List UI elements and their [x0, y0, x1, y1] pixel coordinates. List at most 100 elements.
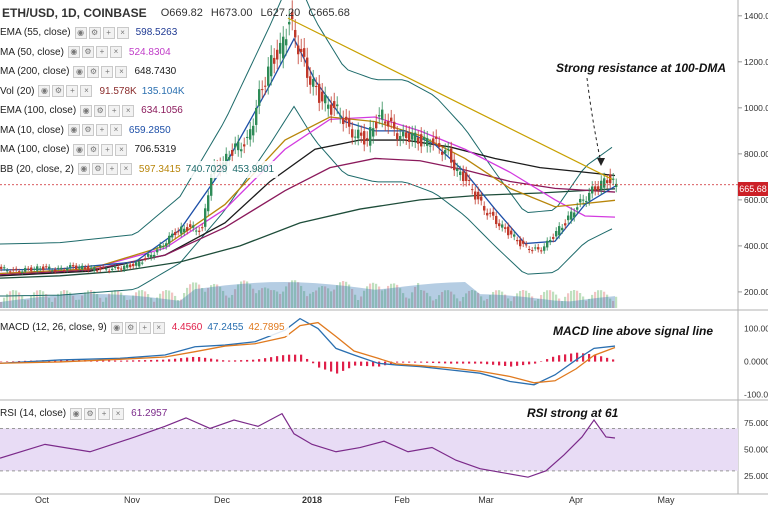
volume-bar [432, 300, 435, 308]
volume-bar [438, 295, 441, 308]
macd-histogram-value: 4.4560 [171, 322, 203, 333]
close-icon[interactable]: × [109, 46, 122, 58]
indicator-row[interactable]: BB (20, close, 2) ◉ ⚙ + × 597.3415 740.7029 453… [0, 160, 279, 178]
candle-body [138, 261, 141, 267]
settings-icon[interactable]: ⚙ [87, 65, 100, 78]
settings-icon[interactable]: ⚙ [52, 85, 65, 97]
volume-bar [465, 293, 468, 308]
volume-bar [534, 300, 537, 308]
candle-body [588, 192, 591, 201]
volume-bar [198, 284, 201, 308]
symbol-title[interactable]: ETH/USD, 1D, COINBASE [2, 6, 147, 20]
add-icon[interactable]: + [98, 407, 111, 420]
volume-bar [3, 297, 6, 308]
eye-icon[interactable]: ◉ [73, 65, 86, 78]
x-tick-label: Apr [569, 495, 583, 505]
add-icon[interactable]: + [95, 124, 108, 136]
settings-icon[interactable]: ⚙ [91, 163, 104, 175]
candle-body [549, 239, 552, 242]
macd-histogram-bar [372, 361, 375, 367]
add-icon[interactable]: + [102, 26, 115, 39]
eye-icon[interactable]: ◉ [80, 104, 93, 117]
volume-bar [123, 295, 126, 308]
volume-bar [420, 290, 423, 308]
volume-bar [33, 292, 36, 308]
eye-icon[interactable]: ◉ [38, 85, 51, 97]
close-icon[interactable]: × [115, 65, 128, 78]
macd-legend[interactable]: MACD (12, 26, close, 9) ◉ ⚙ + × 4.4560 4… [0, 319, 289, 336]
volume-bar [567, 293, 570, 308]
indicator-row[interactable]: MA (10, close) ◉ ⚙ + × 659.2850 [0, 121, 175, 139]
indicator-row[interactable]: MA (100, close) ◉ ⚙ + × 706.5319 [0, 141, 181, 158]
candle-body [498, 223, 501, 227]
indicator-row[interactable]: EMA (100, close) ◉ ⚙ + × 634.1056 [0, 102, 187, 119]
close-icon[interactable]: × [109, 124, 122, 136]
close-icon[interactable]: × [119, 163, 132, 175]
volume-bar [459, 301, 462, 308]
candle-body [354, 136, 357, 138]
indicator-label: MA (10, close) [0, 124, 64, 136]
candle-body [591, 186, 594, 194]
candle-body [66, 268, 69, 271]
candle-body [372, 128, 375, 137]
add-icon[interactable]: + [105, 163, 118, 175]
candle-body [180, 226, 183, 234]
candle-body [495, 215, 498, 225]
add-icon[interactable]: + [101, 143, 114, 156]
eye-icon[interactable]: ◉ [110, 321, 123, 334]
eye-icon[interactable]: ◉ [70, 407, 83, 420]
indicator-row[interactable]: EMA (55, close) ◉ ⚙ + × 598.5263 [0, 24, 182, 41]
volume-bar [450, 291, 453, 308]
candle-body [45, 266, 48, 268]
eye-icon[interactable]: ◉ [73, 143, 86, 156]
candle-body [111, 268, 114, 271]
rsi-legend[interactable]: RSI (14, close) ◉ ⚙ + × 61.2957 [0, 405, 172, 422]
close-icon[interactable]: × [112, 407, 125, 420]
add-icon[interactable]: + [66, 85, 79, 97]
settings-icon[interactable]: ⚙ [81, 46, 94, 58]
candle-body [297, 45, 300, 55]
candle-body [186, 227, 189, 231]
eye-icon[interactable]: ◉ [74, 26, 87, 39]
indicator-row[interactable]: Vol (20) ◉ ⚙ + × 91.578K 135.104K [0, 82, 189, 100]
candle-body [444, 150, 447, 154]
settings-icon[interactable]: ⚙ [124, 321, 137, 334]
close-icon[interactable]: × [116, 26, 129, 39]
eye-icon[interactable]: ◉ [67, 46, 80, 58]
settings-icon[interactable]: ⚙ [88, 26, 101, 39]
candle-body [117, 267, 120, 269]
volume-bar [372, 282, 375, 308]
close-icon[interactable]: × [122, 104, 135, 117]
settings-icon[interactable]: ⚙ [84, 407, 97, 420]
add-icon[interactable]: + [108, 104, 121, 117]
close-icon[interactable]: × [115, 143, 128, 156]
candle-body [171, 233, 174, 238]
candle-body [9, 271, 12, 273]
volume-bar [252, 288, 255, 308]
candle-body [78, 266, 81, 269]
ma-line [0, 157, 616, 276]
candle-body [378, 115, 381, 117]
indicator-row[interactable]: MA (200, close) ◉ ⚙ + × 648.7430 [0, 63, 181, 80]
candle-body [513, 234, 516, 237]
add-icon[interactable]: + [95, 46, 108, 58]
candle-body [558, 226, 561, 236]
settings-icon[interactable]: ⚙ [81, 124, 94, 136]
candle-body [405, 132, 408, 138]
settings-icon[interactable]: ⚙ [87, 143, 100, 156]
volume-bar [57, 293, 60, 308]
eye-icon[interactable]: ◉ [77, 163, 90, 175]
close-icon[interactable]: × [80, 85, 93, 97]
y-tick-label: 400.00 [744, 241, 768, 251]
eye-icon[interactable]: ◉ [67, 124, 80, 136]
candle-body [384, 121, 387, 124]
add-icon[interactable]: + [101, 65, 114, 78]
candle-body [537, 247, 540, 250]
candle-body [120, 268, 123, 270]
add-icon[interactable]: + [138, 321, 151, 334]
settings-icon[interactable]: ⚙ [94, 104, 107, 117]
indicator-row[interactable]: MA (50, close) ◉ ⚙ + × 524.8304 [0, 43, 175, 61]
close-icon[interactable]: × [152, 321, 165, 334]
candle-body [453, 159, 456, 171]
